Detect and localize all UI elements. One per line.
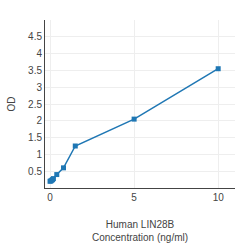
svg-text:4.5: 4.5 (28, 31, 42, 42)
svg-text:10: 10 (213, 192, 225, 203)
svg-text:1: 1 (36, 149, 42, 160)
svg-text:2: 2 (36, 115, 42, 126)
svg-text:2.5: 2.5 (28, 99, 42, 110)
svg-text:Human LIN28BConcentration (ng/: Human LIN28BConcentration (ng/ml) (92, 219, 188, 243)
svg-text:0: 0 (47, 192, 53, 203)
svg-text:1.5: 1.5 (28, 132, 42, 143)
svg-text:5: 5 (131, 192, 137, 203)
svg-text:0.5: 0.5 (28, 166, 42, 177)
svg-text:3: 3 (36, 82, 42, 93)
svg-text:3.5: 3.5 (28, 65, 42, 76)
svg-text:OD: OD (6, 97, 17, 112)
svg-text:4: 4 (36, 48, 42, 59)
